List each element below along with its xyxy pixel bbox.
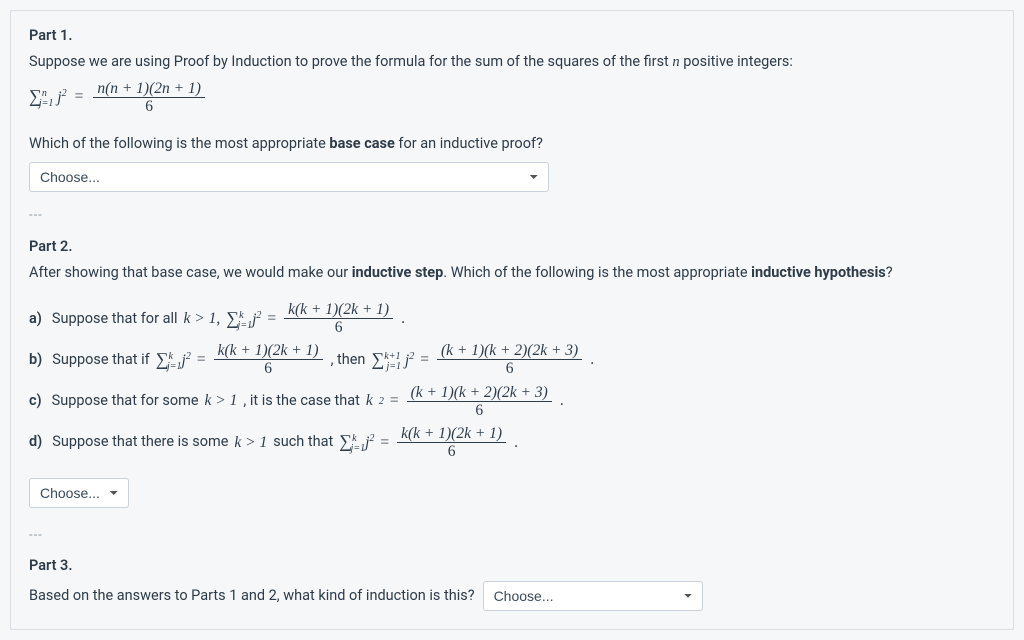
- sum-d: ∑kj=1j2: [339, 428, 374, 456]
- option-a: a) Suppose that for all k > 1, ∑kj=1j2 =…: [29, 301, 995, 336]
- divider-2: ---: [29, 526, 995, 546]
- part1-intro-var: n: [672, 54, 679, 70]
- part1-intro: Suppose we are using Proof by Induction …: [29, 51, 995, 74]
- sum-a: ∑kj=1j2: [226, 305, 261, 333]
- divider-1: ---: [29, 206, 995, 226]
- part1-select[interactable]: Choose...: [29, 162, 549, 192]
- option-c: c) Suppose that for some k > 1 , it is t…: [29, 384, 995, 419]
- part2-title: Part 2.: [29, 236, 995, 258]
- part1-question: Which of the following is the most appro…: [29, 133, 543, 155]
- part1-title: Part 1.: [29, 25, 995, 47]
- part2-select[interactable]: Choose...: [29, 478, 129, 508]
- fraction: n(n + 1)(2n + 1) 6: [93, 80, 205, 115]
- sum-b2: ∑k+1j=1 j2: [371, 346, 414, 374]
- equals: =: [75, 85, 84, 108]
- part3-title: Part 3.: [29, 555, 995, 577]
- option-b: b) Suppose that if ∑kj=1j2 = k(k + 1)(2k…: [29, 342, 995, 377]
- part1-intro-prefix: Suppose we are using Proof by Induction …: [29, 53, 672, 70]
- part1-intro-suffix: positive integers:: [680, 53, 793, 70]
- part1-formula: ∑nj=1 j2 = n(n + 1)(2n + 1) 6: [29, 80, 995, 115]
- sum-b1: ∑kj=1j2: [156, 346, 191, 374]
- part3-question-line: Based on the answers to Parts 1 and 2, w…: [29, 581, 995, 611]
- option-d: d) Suppose that there is some k > 1 such…: [29, 425, 995, 460]
- question-container: Part 1. Suppose we are using Proof by In…: [10, 10, 1014, 630]
- part1-question-line: Which of the following is the most appro…: [29, 133, 995, 193]
- part3-question: Based on the answers to Parts 1 and 2, w…: [29, 585, 475, 607]
- part3-select[interactable]: Choose...: [483, 581, 703, 611]
- sum-expr: ∑nj=1 j2: [29, 83, 67, 111]
- part2-intro: After showing that base case, we would m…: [29, 262, 995, 284]
